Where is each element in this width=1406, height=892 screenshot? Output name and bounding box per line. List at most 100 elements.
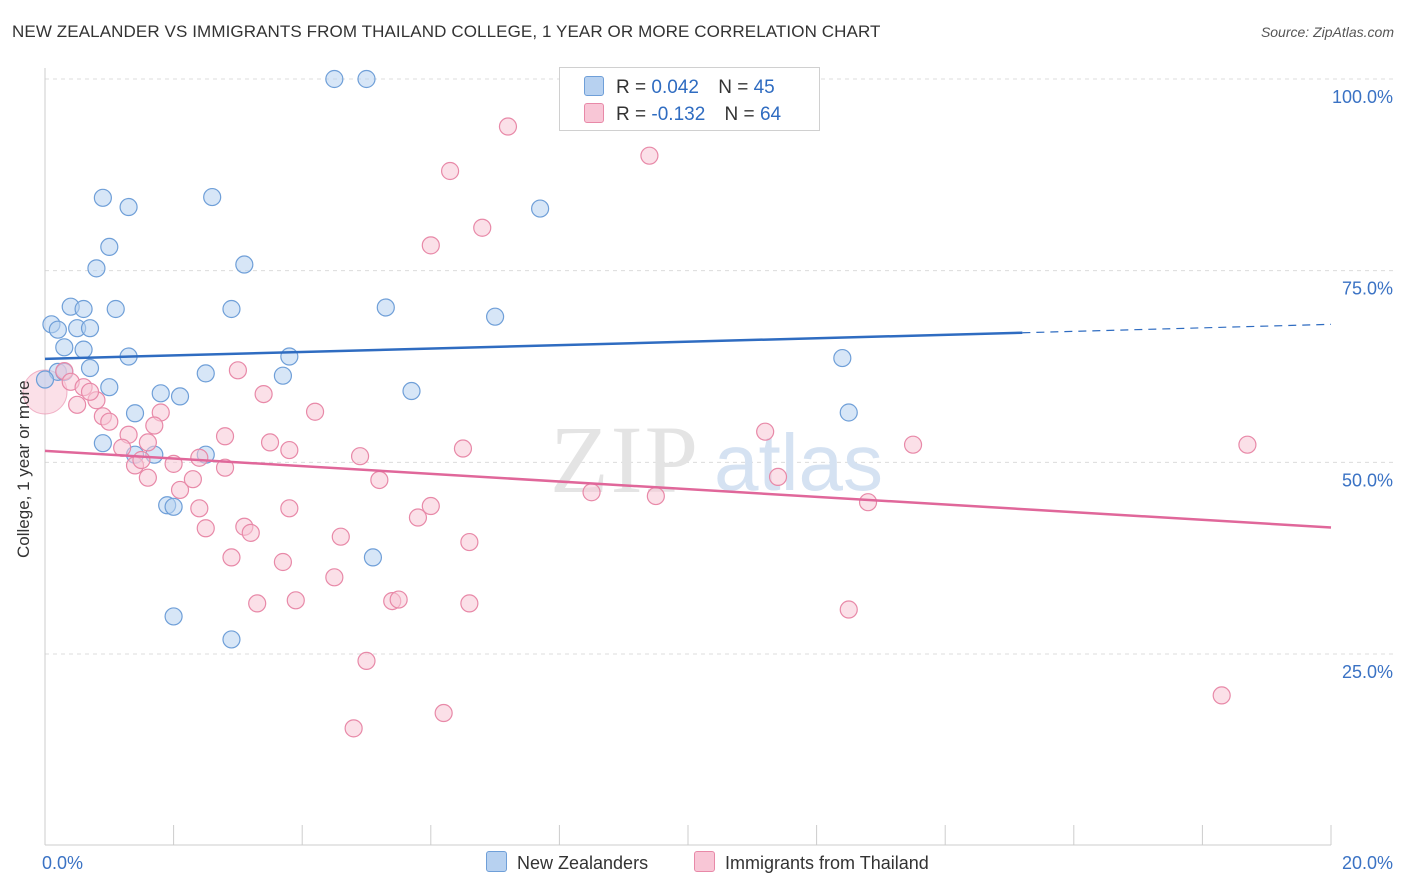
thai-point-56 [1212,686,1231,705]
thai-point-29 [138,468,157,487]
y-axis-label: College, 1 year or more [14,380,33,558]
thai-point-40 [408,508,428,527]
nz-point-7 [87,259,106,278]
grid-layer [45,78,1393,655]
bottom-legend-swatch-blue [486,851,507,872]
thai-point-15 [305,402,325,421]
thai-point-19 [260,433,280,452]
nz-point-20 [74,340,93,359]
thai-point-11 [68,395,87,414]
thai-point-3 [473,218,492,237]
points-layer [22,69,1257,738]
nz-point-6 [100,237,119,256]
thai-point-2 [440,161,460,181]
nz-point-2 [93,188,112,207]
thai-point-41 [196,519,215,538]
thai-point-33 [768,467,788,486]
nz-point-40 [164,497,183,516]
thai-point-38 [280,499,299,518]
thai-point-45 [460,532,479,552]
thai-point-32 [370,470,389,490]
legend-r-label-1: R = [616,77,647,98]
y-tick-labels: 25.0% 50.0% 75.0% 100.0% [1332,87,1393,682]
nz-point-3 [119,197,138,217]
nz-trend-extension [1022,323,1332,334]
legend-n-value-1: 45 [753,77,775,98]
nz-point-42 [164,607,183,626]
thai-point-5 [228,361,247,380]
y-tick-label-0: 25.0% [1342,662,1393,682]
bottom-legend-swatch-pink [694,851,715,872]
thai-point-61 [80,382,100,401]
legend-swatch-pink [584,103,604,123]
thai-point-18 [138,433,157,452]
y-tick-label-1: 50.0% [1342,470,1393,490]
thai-point-62 [350,447,370,466]
nz-point-8 [235,255,254,274]
y-tick-label-2: 75.0% [1342,279,1393,299]
thai-point-4 [421,236,440,255]
nz-point-16 [48,320,67,339]
legend-n-label-1: N = [718,77,749,98]
thai-point-31 [183,470,202,489]
nz-point-32 [402,381,421,401]
thai-point-44 [331,527,350,546]
thai-point-20 [280,440,299,460]
legend-r-label-2: R = [616,104,647,125]
thai-point-49 [248,594,267,613]
legend: R = 0.042 N = 45 R = -0.132 N = 64 [559,67,820,131]
thai-point-16 [215,427,235,446]
thai-trend-line [44,449,1332,529]
thai-point-13 [100,412,119,431]
nz-point-14 [486,307,505,326]
nz-point-12 [222,299,241,319]
thai-point-0 [498,117,518,136]
thai-point-57 [434,703,453,723]
nz-point-31 [170,387,190,406]
nz-trend-line [44,331,1023,361]
y-tick-label-3: 100.0% [1332,87,1393,107]
thai-point-50 [286,591,305,610]
thai-point-52 [389,590,408,609]
chart-title: NEW ZEALANDER VS IMMIGRANTS FROM THAILAN… [12,22,881,41]
thai-point-39 [421,496,440,516]
nz-point-35 [93,434,112,453]
thai-point-46 [222,548,241,567]
trend-layer [44,323,1332,529]
thai-point-9 [254,385,273,404]
thai-point-59 [756,422,775,441]
nz-point-28 [273,366,293,385]
thai-point-22 [903,435,923,454]
thai-point-48 [325,568,344,587]
nz-point-33 [125,404,145,423]
x-tick-label-left: 0.0% [42,853,83,873]
nz-point-27 [196,364,215,383]
nz-point-30 [151,384,170,403]
thai-point-26 [132,450,151,470]
legend-n-label-2: N = [724,104,755,125]
nz-point-1 [357,69,376,89]
bottom-legend-label-1: New Zealanders [517,853,649,873]
thai-point-1 [640,146,659,165]
legend-r-value-1: 0.042 [651,77,699,98]
axis-layer [44,68,1332,846]
thai-point-23 [1238,435,1257,454]
nz-point-10 [74,299,93,319]
thai-point-58 [344,719,363,738]
nz-point-41 [363,548,383,567]
thai-point-21 [453,439,473,458]
bottom-legend-new-zealanders: New Zealanders [486,851,648,877]
nz-point-34 [839,403,858,422]
thai-point-35 [646,486,665,506]
nz-point-11 [106,299,125,319]
nz-point-0 [325,69,344,89]
nz-point-43 [222,630,241,649]
thai-point-28 [215,458,235,477]
legend-row-thailand: R = -0.132 N = 64 [584,103,781,127]
nz-point-44 [35,370,55,389]
thai-point-24 [113,438,132,457]
thai-point-36 [858,493,878,512]
nz-point-18 [80,319,100,338]
nz-point-4 [203,187,222,207]
